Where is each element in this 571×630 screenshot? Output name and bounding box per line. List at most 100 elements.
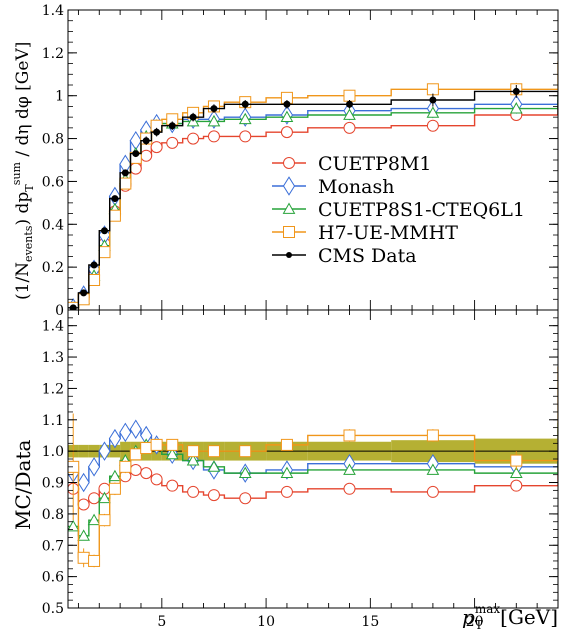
main-point-cms-data [132, 150, 140, 158]
x-tick-label: 20 [466, 614, 484, 630]
main-point-cms-data [210, 105, 218, 113]
main-point-h7-ue-mmht [88, 274, 101, 286]
ratio-point-monash [129, 419, 142, 439]
main-point-cuetp8m1 [207, 130, 220, 143]
main-point-cms-data [0, 112, 3, 118]
legend-marker-h7-ue-mmht [283, 226, 295, 238]
ratio-plot-area [0, 366, 558, 568]
main-point-monash [129, 130, 142, 151]
ratio-y-tick-label: 0.7 [42, 538, 64, 554]
main-point-cuetp8m1 [426, 119, 439, 132]
main-series-line-cms-data [68, 90, 558, 309]
ratio-point-cuetp8m1 [510, 479, 523, 492]
ratio-point-cuetp8m1 [239, 492, 252, 505]
ratio-y-tick-label: 0.5 [42, 601, 64, 617]
ratio-point-cuetp8m1 [343, 482, 356, 495]
main-y-tick-label: 1.4 [42, 3, 64, 19]
legend-label-cuetp8m1: CUETP8M1 [318, 153, 432, 175]
main-y-tick-label: 0.4 [42, 217, 64, 233]
main-point-cms-data [121, 169, 129, 177]
ratio-point-h7-ue-mmht [239, 445, 252, 458]
ratio-point-h7-ue-mmht [119, 460, 132, 473]
main-point-h7-ue-mmht [98, 246, 111, 259]
main-point-cuetp8m1 [280, 126, 293, 139]
main-point-cms-data [241, 100, 249, 108]
main-point-h7-ue-mmht [0, 56, 11, 67]
ratio-point-h7-ue-mmht [140, 442, 153, 455]
ratio-point-cuetp8m1 [88, 492, 101, 505]
ratio-point-cuetp8m1 [140, 467, 153, 480]
ratio-y-tick-label: 1.3 [42, 350, 64, 366]
main-point-h7-ue-mmht [119, 177, 132, 190]
ratio-point-cuetp8s1-cteq6l1 [186, 454, 200, 466]
main-point-cuetp8s1-cteq6l1 [207, 114, 221, 127]
ratio-point-cuetp8m1 [129, 463, 142, 476]
main-series-line-h7-ue-mmht [68, 61, 558, 309]
ratio-point-cuetp8m1 [187, 485, 200, 498]
legend-label-cms-data: CMS Data [318, 245, 417, 267]
ratio-point-cuetp8s1-cteq6l1 [68, 519, 80, 532]
legend-label-h7-ue-mmht: H7-UE-MMHT [318, 222, 458, 244]
ratio-point-cuetp8s1-cteq6l1 [108, 469, 122, 482]
ratio-point-h7-ue-mmht [108, 482, 121, 495]
main-point-cuetp8m1 [239, 130, 252, 143]
axes-text: 0 0.2 0.4 0.6 0.8 1 1.2 1.4 0.5 0.6 0.7 0.8 0.9 1.0 1.… [10, 3, 558, 630]
main-y-tick-label: 0.6 [42, 174, 64, 190]
ratio-point-monash [87, 457, 101, 477]
main-point-cms-data [111, 195, 119, 203]
ratio-point-cuetp8s1-cteq6l1 [98, 491, 111, 504]
x-tick-label: 5 [157, 614, 166, 630]
main-point-cuetp8m1 [140, 149, 153, 162]
ratio-point-cuetp8s1-cteq6l1 [77, 529, 90, 541]
main-panel [0, 9, 559, 311]
ratio-point-cuetp8s1-cteq6l1 [509, 466, 523, 479]
ratio-point-h7-ue-mmht [77, 551, 90, 564]
ratio-point-h7-ue-mmht [166, 438, 179, 451]
main-y-tick-label: 1 [55, 89, 64, 105]
ratio-panel [0, 309, 559, 609]
ratio-y-axis-title: MC/Data [11, 439, 35, 530]
ratio-point-h7-ue-mmht [343, 429, 356, 442]
legend-marker-cuetp8m1 [283, 157, 295, 169]
main-y-tick-label: 0.8 [42, 132, 64, 148]
ratio-point-h7-ue-mmht [88, 554, 101, 567]
ratio-point-h7-ue-mmht [129, 448, 142, 461]
main-y-tick-label: 0 [55, 303, 64, 319]
main-point-cms-data [189, 113, 197, 121]
main-point-cuetp8s1-cteq6l1 [238, 112, 252, 125]
main-point-h7-ue-mmht [426, 83, 439, 96]
main-point-cuetp8s1-cteq6l1 [343, 108, 356, 120]
ratio-point-cuetp8m1 [0, 433, 6, 444]
main-point-cms-data [429, 96, 437, 104]
ratio-point-h7-ue-mmht [98, 514, 111, 527]
ratio-point-monash [108, 428, 122, 449]
main-point-cms-data [80, 289, 88, 297]
ratio-y-tick-label: 1.4 [42, 319, 64, 335]
ratio-point-cuetp8m1 [77, 498, 90, 511]
ratio-point-cuetp8m1 [280, 485, 293, 498]
main-point-cms-data [90, 261, 98, 269]
ratio-point-h7-ue-mmht [150, 438, 163, 451]
main-y-tick-label: 1.2 [42, 46, 64, 62]
legend: CUETP8M1MonashCUETP8S1-CTEQ6L1H7-UE-MMHT… [272, 153, 525, 267]
ratio-point-cuetp8s1-cteq6l1 [207, 460, 221, 472]
ratio-y-tick-label: 1.2 [42, 381, 64, 397]
main-point-cuetp8s1-cteq6l1 [509, 102, 523, 114]
main-point-cms-data [69, 304, 77, 310]
main-point-cuetp8m1 [187, 132, 200, 145]
ratio-point-h7-ue-mmht [207, 445, 220, 458]
main-point-cuetp8m1 [0, 101, 6, 112]
main-point-cms-data [153, 128, 161, 136]
ratio-point-cuetp8m1 [207, 489, 220, 502]
ratio-point-h7-ue-mmht [426, 429, 439, 442]
main-point-cuetp8m1 [150, 141, 163, 154]
ratio-y-tick-label: 1.1 [42, 413, 64, 429]
main-y-tick-label: 0.2 [42, 260, 64, 276]
legend-label-cuetp8s1-cteq6l1: CUETP8S1-CTEQ6L1 [318, 199, 525, 221]
ratio-y-tick-label: 1.0 [42, 444, 64, 460]
main-point-cms-data [168, 122, 176, 130]
legend-label-monash: Monash [318, 176, 394, 198]
ratio-point-cuetp8m1 [150, 473, 163, 486]
ratio-point-monash [98, 441, 111, 461]
